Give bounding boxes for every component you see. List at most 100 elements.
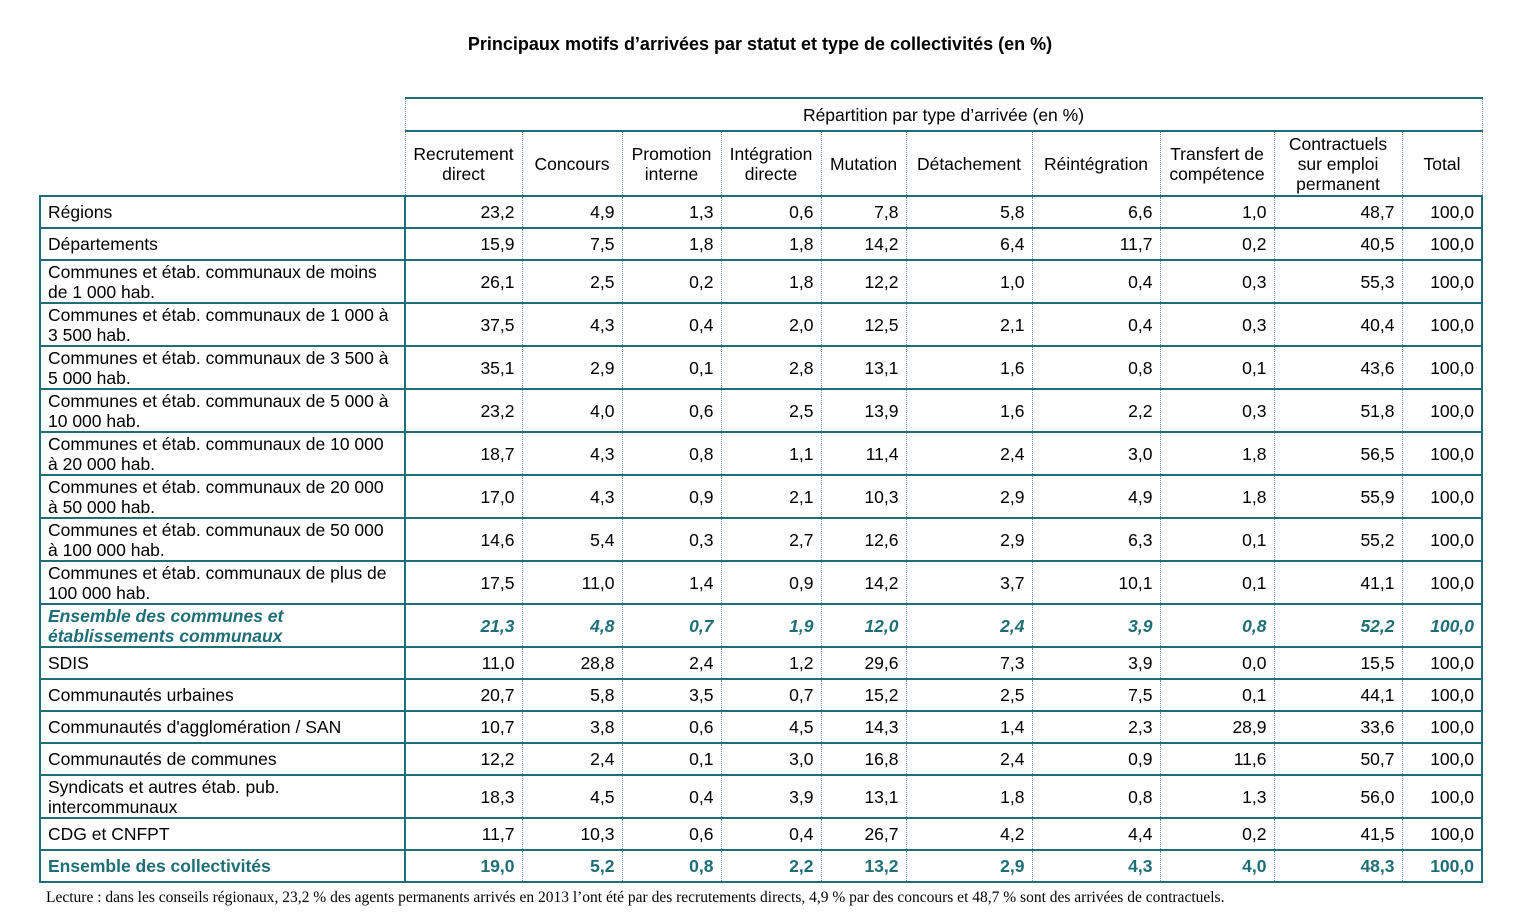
cell-value: 100,0 xyxy=(1401,742,1483,776)
table-row: Ensemble des collectivités 19,0 5,2 0,8 2,2 1… xyxy=(39,849,1483,883)
cell-value: 0,4 xyxy=(621,774,722,819)
cell-value: 12,6 xyxy=(820,517,907,562)
cell-value: 14,2 xyxy=(820,227,907,261)
cell-value: 0,4 xyxy=(720,817,822,851)
cell-value: 4,3 xyxy=(521,302,623,347)
cell-value: 2,9 xyxy=(905,517,1033,562)
cell-value: 55,9 xyxy=(1273,474,1403,519)
cell-value: 3,0 xyxy=(720,742,822,776)
cell-value: 7,5 xyxy=(1031,678,1161,712)
cell-value: 26,7 xyxy=(820,817,907,851)
cell-value: 1,0 xyxy=(1159,195,1275,229)
column-header: Contractuels sur emploi permanent xyxy=(1273,130,1403,197)
column-header: Mutation xyxy=(820,130,907,197)
cell-value: 19,0 xyxy=(404,849,523,883)
column-header: Réintégration xyxy=(1031,130,1161,197)
cell-value: 100,0 xyxy=(1401,817,1483,851)
table-row: Communes et étab. communaux de moins de … xyxy=(39,259,1483,304)
cell-value: 0,2 xyxy=(1159,227,1275,261)
cell-value: 7,5 xyxy=(521,227,623,261)
cell-value: 1,6 xyxy=(905,345,1033,390)
table-row: Communes et étab. communaux de 50 000 à … xyxy=(39,517,1483,562)
cell-value: 44,1 xyxy=(1273,678,1403,712)
cell-value: 11,4 xyxy=(820,431,907,476)
row-label: Ensemble des collectivités xyxy=(39,849,406,883)
cell-value: 18,3 xyxy=(404,774,523,819)
cell-value: 11,0 xyxy=(521,560,623,605)
cell-value: 0,1 xyxy=(1159,517,1275,562)
row-label: Syndicats et autres étab. pub. intercomm… xyxy=(39,774,406,819)
column-header: Transfert de compétence xyxy=(1159,130,1275,197)
cell-value: 100,0 xyxy=(1401,474,1483,519)
cell-value: 10,7 xyxy=(404,710,523,744)
cell-value: 11,6 xyxy=(1159,742,1275,776)
cell-value: 2,9 xyxy=(905,849,1033,883)
table-row: Régions 23,2 4,9 1,3 0,6 7,8 5,8 6,6 1,0 48,7 100,… xyxy=(39,195,1483,229)
cell-value: 1,4 xyxy=(621,560,722,605)
cell-value: 2,9 xyxy=(521,345,623,390)
table-row: Communes et étab. communaux de 10 000 à … xyxy=(39,431,1483,476)
cell-value: 4,9 xyxy=(521,195,623,229)
cell-value: 6,4 xyxy=(905,227,1033,261)
cell-value: 0,9 xyxy=(720,560,822,605)
group-header: Répartition par type d’arrivée (en %) xyxy=(404,97,1483,132)
cell-value: 0,3 xyxy=(1159,388,1275,433)
cell-value: 10,1 xyxy=(1031,560,1161,605)
cell-value: 2,4 xyxy=(905,742,1033,776)
cell-value: 10,3 xyxy=(521,817,623,851)
row-label: Communes et étab. communaux de plus de 1… xyxy=(39,560,406,605)
cell-value: 13,1 xyxy=(820,774,907,819)
table-row: Syndicats et autres étab. pub. intercomm… xyxy=(39,774,1483,819)
cell-value: 11,7 xyxy=(404,817,523,851)
row-label: Communautés urbaines xyxy=(39,678,406,712)
cell-value: 0,3 xyxy=(621,517,722,562)
column-header: Promotion interne xyxy=(621,130,722,197)
cell-value: 13,9 xyxy=(820,388,907,433)
cell-value: 0,4 xyxy=(1031,259,1161,304)
column-header: Concours xyxy=(521,130,623,197)
cell-value: 100,0 xyxy=(1401,259,1483,304)
row-label: CDG et CNFPT xyxy=(39,817,406,851)
cell-value: 0,8 xyxy=(1159,603,1275,648)
table-row: Communautés urbaines 20,7 5,8 3,5 0,7 15,2 2,5… xyxy=(39,678,1483,712)
row-label: Communes et étab. communaux de 5 000 à 1… xyxy=(39,388,406,433)
cell-value: 13,1 xyxy=(820,345,907,390)
cell-value: 41,5 xyxy=(1273,817,1403,851)
cell-value: 1,3 xyxy=(621,195,722,229)
row-label: Communes et étab. communaux de 50 000 à … xyxy=(39,517,406,562)
cell-value: 7,8 xyxy=(820,195,907,229)
row-label: Communes et étab. communaux de 10 000 à … xyxy=(39,431,406,476)
cell-value: 23,2 xyxy=(404,388,523,433)
column-header: Recrutement direct xyxy=(404,130,523,197)
cell-value: 55,2 xyxy=(1273,517,1403,562)
cell-value: 6,3 xyxy=(1031,517,1161,562)
cell-value: 1,4 xyxy=(905,710,1033,744)
cell-value: 41,1 xyxy=(1273,560,1403,605)
table-row: Communes et étab. communaux de 20 000 à … xyxy=(39,474,1483,519)
cell-value: 10,3 xyxy=(820,474,907,519)
cell-value: 2,7 xyxy=(720,517,822,562)
cell-value: 13,2 xyxy=(820,849,907,883)
cell-value: 50,7 xyxy=(1273,742,1403,776)
cell-value: 1,8 xyxy=(1159,474,1275,519)
cell-value: 0,6 xyxy=(621,710,722,744)
table-row: Communes et étab. communaux de 3 500 à 5… xyxy=(39,345,1483,390)
cell-value: 1,2 xyxy=(720,646,822,680)
table-row: Communes et étab. communaux de 5 000 à 1… xyxy=(39,388,1483,433)
cell-value: 4,0 xyxy=(1159,849,1275,883)
cell-value: 100,0 xyxy=(1401,195,1483,229)
cell-value: 3,9 xyxy=(1031,603,1161,648)
cell-value: 4,0 xyxy=(521,388,623,433)
cell-value: 100,0 xyxy=(1401,849,1483,883)
cell-value: 4,8 xyxy=(521,603,623,648)
cell-value: 4,3 xyxy=(521,431,623,476)
row-label: Départements xyxy=(39,227,406,261)
cell-value: 5,2 xyxy=(521,849,623,883)
cell-value: 1,3 xyxy=(1159,774,1275,819)
cell-value: 40,4 xyxy=(1273,302,1403,347)
cell-value: 3,9 xyxy=(720,774,822,819)
cell-value: 28,9 xyxy=(1159,710,1275,744)
row-label: SDIS xyxy=(39,646,406,680)
cell-value: 3,5 xyxy=(621,678,722,712)
row-label: Régions xyxy=(39,195,406,229)
